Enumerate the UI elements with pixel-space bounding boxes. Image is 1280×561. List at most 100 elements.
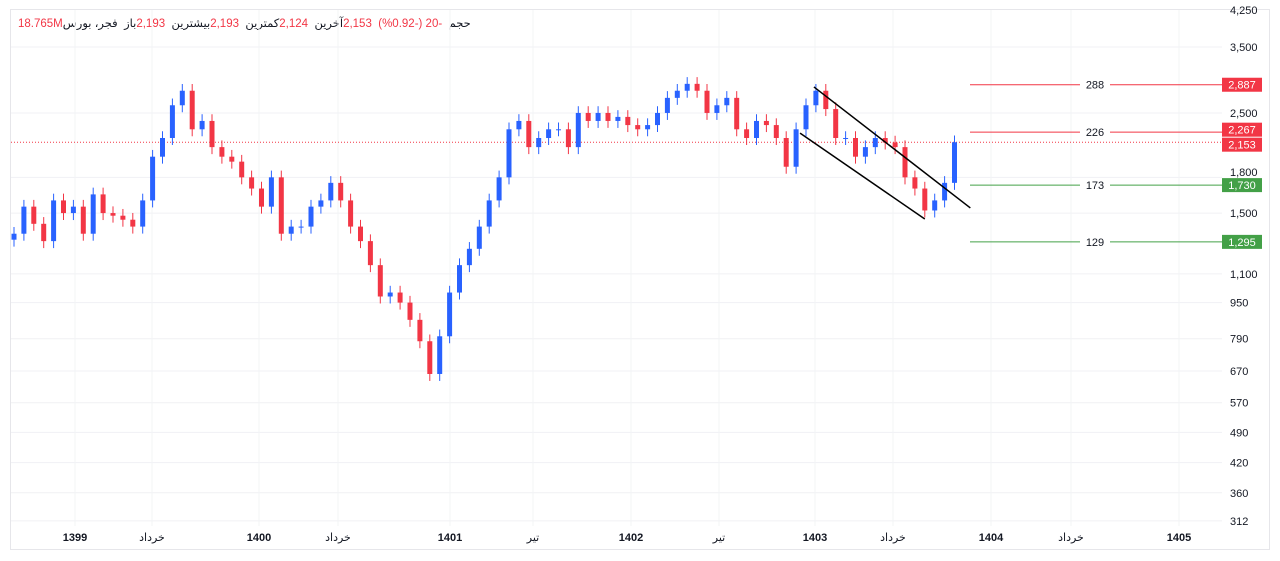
candle (902, 140, 908, 185)
candle-body (565, 129, 571, 148)
candle (694, 77, 700, 98)
candle-body (506, 129, 512, 178)
x-tick-label: 1404 (979, 532, 1004, 544)
candle-body (387, 292, 393, 297)
candle (546, 122, 552, 145)
x-tick-label: 1402 (619, 532, 643, 544)
candle (763, 114, 769, 133)
candle (169, 98, 175, 145)
candle-body (585, 112, 591, 121)
candle-body (843, 138, 849, 140)
level-label: 173 (1086, 180, 1104, 192)
candle (516, 114, 522, 137)
candle (268, 170, 274, 214)
y-tick-label: 950 (1230, 298, 1248, 310)
candle (239, 154, 245, 185)
candle (862, 140, 868, 164)
candle (140, 193, 146, 234)
y-tick-label: 790 (1230, 334, 1248, 346)
candle-body (189, 90, 195, 130)
candle (199, 114, 205, 137)
candle-body (496, 177, 502, 201)
candle (328, 176, 334, 208)
candle-body (259, 188, 264, 207)
price-tag (1222, 122, 1262, 137)
candle (179, 83, 185, 113)
candle (892, 135, 898, 155)
candle-body (437, 336, 443, 374)
candle-body (853, 138, 858, 157)
candle-body (328, 182, 334, 201)
candle-body (150, 156, 156, 201)
candle-body (803, 105, 809, 130)
candle (565, 122, 571, 155)
y-tick-label: 4,250 (1230, 5, 1258, 17)
candle (120, 208, 126, 227)
candle-body (813, 90, 819, 106)
candle (457, 258, 462, 300)
candle-body (902, 147, 908, 178)
candle (100, 187, 106, 221)
candle-body (397, 292, 403, 303)
candle (734, 91, 740, 137)
candle-body (486, 200, 492, 227)
candle-body (140, 200, 146, 227)
price-tag-label: 1,295 (1228, 237, 1256, 249)
candle-body (308, 206, 314, 227)
candle-body (664, 97, 670, 113)
candle (684, 77, 690, 98)
candle (219, 140, 225, 164)
candle (704, 83, 710, 120)
candle-body (120, 215, 126, 220)
y-tick-label: 312 (1230, 516, 1248, 528)
candle-body (942, 182, 948, 201)
candle (724, 91, 730, 113)
candle-body (476, 226, 482, 249)
candle (160, 131, 165, 164)
x-tick-label: 1400 (247, 532, 271, 544)
candle (615, 110, 621, 128)
candle (635, 118, 641, 137)
candle-body (199, 120, 205, 130)
candle-body (377, 265, 383, 297)
candle (110, 206, 116, 223)
level-label: 129 (1086, 237, 1104, 249)
chart-frame[interactable] (10, 9, 1270, 550)
candle (21, 199, 27, 241)
candle-body (892, 142, 898, 148)
candle-body (21, 206, 27, 234)
price-tag-label: 2,887 (1228, 80, 1256, 92)
candle (70, 199, 76, 221)
candle-body (61, 200, 66, 214)
open-label: باز (124, 18, 137, 30)
candle (823, 83, 829, 117)
candle-body (526, 120, 532, 148)
candle-body (278, 177, 284, 234)
candle (952, 135, 957, 190)
candle-body (912, 177, 918, 189)
candle-body (338, 182, 344, 201)
candle-body (674, 90, 680, 98)
candle-body (447, 292, 453, 337)
candle (783, 131, 789, 174)
y-tick-label: 570 (1230, 398, 1248, 410)
candle (318, 193, 324, 214)
volume-label: حجم (448, 18, 471, 30)
price-tag-label: 2,153 (1228, 140, 1256, 152)
candle-body (862, 147, 868, 157)
candle (189, 83, 195, 137)
high-value: 2,193 (210, 18, 239, 30)
candle (496, 170, 502, 208)
candle-body (872, 138, 878, 148)
candle-body (704, 90, 710, 113)
price-tag (1222, 178, 1262, 193)
candle (387, 285, 393, 304)
candle (150, 149, 156, 208)
candle-body (763, 120, 769, 126)
candle-body (130, 219, 136, 227)
candle (595, 106, 601, 128)
candle (61, 193, 66, 221)
candle (744, 122, 750, 145)
candle (367, 234, 373, 273)
